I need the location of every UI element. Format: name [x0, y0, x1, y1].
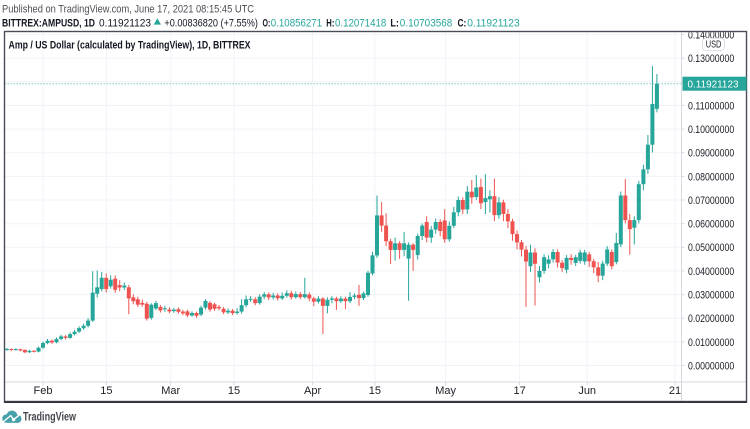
svg-text:15: 15: [228, 385, 240, 397]
svg-text:17: 17: [513, 385, 525, 397]
svg-text:BITTREX:AMPUSD, 1D: BITTREX:AMPUSD, 1D: [2, 18, 95, 30]
svg-text:TradingView: TradingView: [23, 410, 76, 424]
svg-text:USD: USD: [706, 39, 722, 50]
svg-text:0.09000000: 0.09000000: [688, 148, 734, 160]
svg-text:0.11921123: 0.11921123: [688, 79, 739, 91]
svg-text:+0.00836820 (+7.55%): +0.00836820 (+7.55%): [164, 18, 258, 30]
svg-text:0.11000000: 0.11000000: [688, 100, 734, 112]
svg-text:0.13000000: 0.13000000: [688, 53, 734, 65]
svg-text:0.11921123: 0.11921123: [99, 18, 151, 30]
svg-text:0.02000000: 0.02000000: [688, 313, 734, 325]
svg-text:May: May: [435, 385, 456, 397]
svg-text:0.03000000: 0.03000000: [688, 290, 734, 302]
svg-text:21: 21: [669, 385, 681, 397]
svg-text:C:: C:: [458, 18, 467, 30]
svg-text:L:: L:: [390, 18, 398, 30]
svg-text:Amp / US Dollar (calculated by: Amp / US Dollar (calculated by TradingVi…: [9, 40, 252, 52]
svg-text:0.06000000: 0.06000000: [688, 219, 734, 231]
svg-text:0.05000000: 0.05000000: [688, 242, 734, 254]
svg-text:Jun: Jun: [578, 385, 596, 397]
svg-text:0.07000000: 0.07000000: [688, 195, 734, 207]
svg-text:15: 15: [100, 385, 112, 397]
svg-text:H:: H:: [326, 18, 334, 30]
svg-text:0.10703568: 0.10703568: [400, 18, 453, 30]
svg-text:0.14000000: 0.14000000: [688, 29, 734, 41]
svg-text:Apr: Apr: [304, 385, 321, 397]
svg-text:0.12071418: 0.12071418: [335, 18, 386, 30]
svg-text:Feb: Feb: [34, 385, 53, 397]
svg-text:0.10856271: 0.10856271: [271, 18, 322, 30]
svg-text:0.04000000: 0.04000000: [688, 266, 734, 278]
svg-text:0.11921123: 0.11921123: [467, 18, 520, 30]
svg-text:0.00000000: 0.00000000: [688, 360, 734, 372]
svg-text:15: 15: [369, 385, 381, 397]
svg-text:Mar: Mar: [161, 385, 180, 397]
svg-text:0.08000000: 0.08000000: [688, 171, 734, 183]
svg-text:Published on TradingView.com,: Published on TradingView.com, June 17, 2…: [2, 4, 254, 16]
svg-text:O:: O:: [263, 18, 271, 30]
svg-text:0.10000000: 0.10000000: [688, 124, 734, 136]
svg-text:0.01000000: 0.01000000: [688, 337, 734, 349]
